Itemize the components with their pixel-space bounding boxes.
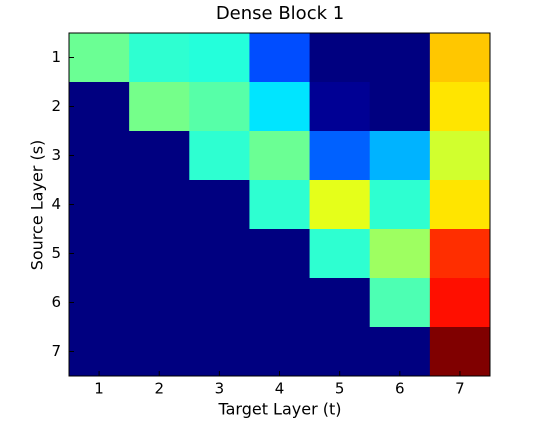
x-tick-label: 6	[395, 380, 405, 398]
heatmap-cell	[129, 131, 190, 181]
heatmap-cell	[369, 82, 431, 132]
x-tick-label: 4	[275, 380, 285, 398]
heatmap-cell	[69, 33, 130, 83]
x-tick-label: 5	[335, 380, 345, 398]
x-tick-label: 7	[455, 380, 465, 398]
heatmap-cell	[249, 278, 311, 328]
heatmap-cell	[309, 229, 371, 279]
heatmap-cell	[369, 180, 431, 230]
heatmap-cell	[249, 327, 311, 377]
y-tick-label: 3	[51, 146, 61, 164]
heatmap-cell	[189, 278, 250, 328]
heatmap-cell	[309, 278, 371, 328]
y-tick-label: 5	[51, 244, 61, 262]
x-tick-label: 2	[154, 380, 164, 398]
heatmap-cell	[69, 131, 130, 181]
heatmap-cell	[309, 327, 371, 377]
heatmap-cell	[69, 82, 130, 132]
heatmap-cell	[249, 180, 311, 230]
heatmap-cell	[189, 180, 250, 230]
heatmap-cell	[249, 82, 311, 132]
heatmap-cell	[309, 33, 371, 83]
heatmap-cell	[249, 229, 311, 279]
heatmap-cell	[369, 327, 431, 377]
heatmap-cell	[429, 180, 491, 230]
heatmap-cell	[129, 229, 190, 279]
heatmap-cell	[429, 327, 491, 377]
heatmap-cell	[69, 180, 130, 230]
heatmap-cell	[129, 33, 190, 83]
heatmap-cell	[129, 278, 190, 328]
heatmap-cell	[369, 131, 431, 181]
y-tick-label: 4	[51, 195, 61, 213]
heatmap-cell	[369, 33, 431, 83]
heatmap-cell	[309, 82, 371, 132]
heatmap-cell	[429, 278, 491, 328]
heatmap-cell	[429, 229, 491, 279]
y-axis-label: Source Layer (s)	[28, 140, 47, 271]
x-tick-label: 3	[215, 380, 225, 398]
heatmap-cell	[129, 180, 190, 230]
heatmap-cell	[369, 278, 431, 328]
heatmap-cell	[249, 33, 311, 83]
heatmap-cell	[249, 131, 311, 181]
heatmap-cell	[189, 82, 250, 132]
chart-title: Dense Block 1	[216, 3, 344, 24]
heatmap-cell	[189, 131, 250, 181]
heatmap-cell	[189, 229, 250, 279]
heatmap-cell	[309, 180, 371, 230]
heatmap-cell	[69, 278, 130, 328]
heatmap-cell	[369, 229, 431, 279]
x-tick-label: 1	[94, 380, 104, 398]
heatmap-cell	[429, 33, 491, 83]
heatmap-cell	[429, 131, 491, 181]
y-tick-label: 2	[51, 97, 61, 115]
heatmap-cell	[189, 327, 250, 377]
heatmap-cell	[429, 82, 491, 132]
y-tick-label: 6	[51, 293, 61, 311]
y-tick-label: 7	[51, 342, 61, 360]
heatmap-cell	[69, 327, 130, 377]
heatmap-cell	[129, 327, 190, 377]
y-tick-label: 1	[51, 48, 61, 66]
heatmap-cell	[189, 33, 250, 83]
x-axis-label: Target Layer (t)	[217, 400, 341, 419]
heatmap-cell	[69, 229, 130, 279]
heatmap-cell	[129, 82, 190, 132]
heatmap-cell	[309, 131, 371, 181]
